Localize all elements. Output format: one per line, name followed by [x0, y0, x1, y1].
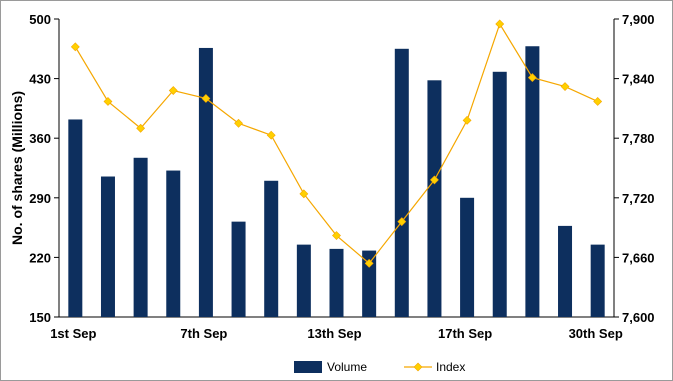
- index-marker: [495, 19, 505, 29]
- line-layer: [70, 19, 603, 268]
- volume-bar: [558, 225, 573, 317]
- volume-bar: [231, 221, 246, 317]
- x-tick-label: 17th Sep: [438, 326, 492, 341]
- volume-bar: [198, 47, 213, 317]
- volume-bar: [264, 180, 279, 317]
- bars-layer: [68, 46, 605, 318]
- left-tick-label: 360: [29, 131, 51, 146]
- right-tick-label: 7,900: [622, 12, 655, 27]
- index-line: [74, 22, 598, 265]
- y-axis-title: No. of shares (Millions): [9, 91, 25, 245]
- index-marker: [527, 73, 537, 83]
- index-marker: [168, 86, 178, 95]
- volume-bar: [460, 197, 475, 317]
- volume-bar: [296, 244, 311, 317]
- index-marker: [103, 97, 113, 106]
- right-tick-label: 7,660: [622, 250, 655, 265]
- volume-bar: [525, 46, 540, 317]
- volume-bar: [133, 157, 148, 317]
- legend-marker-index: [413, 362, 423, 372]
- index-marker: [70, 42, 80, 52]
- index-marker: [266, 130, 276, 140]
- x-tick-label: 7th Sep: [180, 326, 227, 341]
- index-marker: [397, 217, 407, 227]
- labels-layer: 150 220 290 360 430 500 7,600 7,660 7,720 7,780 7,…: [9, 12, 655, 341]
- volume-bar: [427, 80, 442, 317]
- left-tick-label: 500: [29, 12, 51, 27]
- left-tick-label: 150: [29, 310, 51, 325]
- index-marker: [462, 115, 472, 125]
- volume-bar: [492, 71, 507, 317]
- index-marker: [201, 94, 211, 103]
- volume-bar: [362, 250, 377, 317]
- index-marker: [560, 82, 570, 91]
- legend-label-index: Index: [436, 360, 465, 374]
- legend-swatch-volume: [294, 361, 322, 373]
- index-marker: [430, 175, 439, 185]
- index-marker: [332, 231, 341, 240]
- volume-bar: [590, 244, 605, 317]
- right-tick-label: 7,840: [622, 72, 655, 87]
- right-tick-label: 7,720: [622, 191, 655, 206]
- index-marker: [299, 189, 309, 199]
- index-marker: [593, 97, 603, 106]
- x-tick-label: 1st Sep: [50, 326, 96, 341]
- left-tick-label: 220: [29, 250, 51, 265]
- right-tick-label: 7,780: [622, 131, 655, 146]
- index-marker: [136, 123, 146, 133]
- legend-label-volume: Volume: [327, 360, 367, 374]
- volume-bar: [329, 248, 344, 317]
- x-tick-label: 13th Sep: [307, 326, 361, 341]
- index-marker: [234, 118, 243, 128]
- left-tick-label: 430: [29, 72, 51, 87]
- index-marker: [364, 258, 374, 268]
- volume-bar: [394, 48, 409, 318]
- volume-bar: [166, 170, 181, 317]
- right-tick-label: 7,600: [622, 310, 655, 325]
- x-tick-label: 30th Sep: [569, 326, 623, 341]
- volume-bar: [68, 119, 83, 318]
- legend: Volume Index: [294, 360, 465, 374]
- left-tick-label: 290: [29, 191, 51, 206]
- volume-bar: [100, 176, 115, 317]
